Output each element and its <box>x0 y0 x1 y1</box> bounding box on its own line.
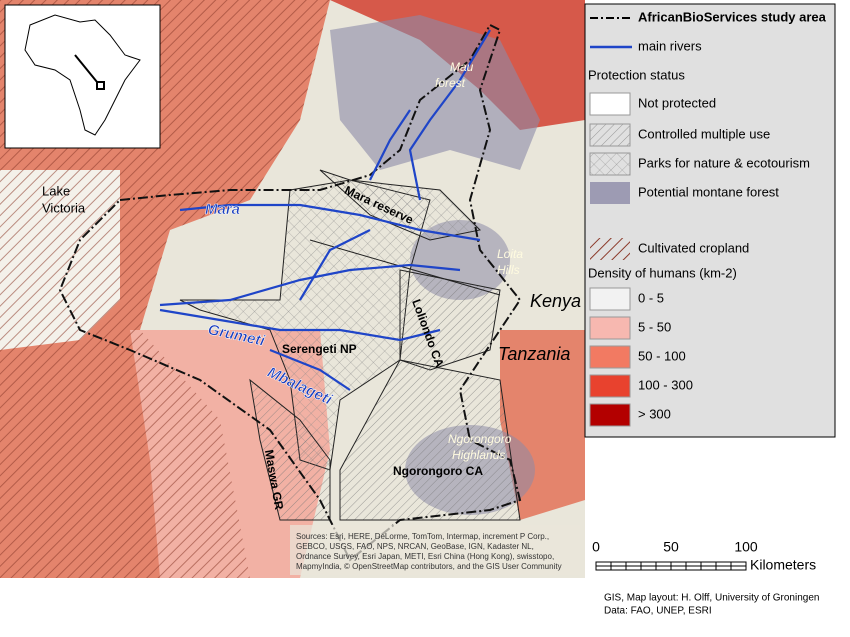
legend-label: Cultivated cropland <box>638 240 749 255</box>
scale-tick: 50 <box>663 539 679 555</box>
scale-unit: Kilometers <box>750 557 816 573</box>
map-label: Highlands <box>452 448 505 462</box>
legend-swatch <box>589 92 631 116</box>
inset-marker <box>96 81 105 90</box>
legend-swatch <box>589 152 631 176</box>
river <box>159 308 441 342</box>
ngorongoro-ca <box>339 359 521 521</box>
map-label: Hills <box>497 263 520 277</box>
legend-title: Density of humans (km-2) <box>588 265 737 280</box>
loliondo-ca <box>399 269 501 371</box>
legend-swatch <box>589 374 631 398</box>
river <box>369 109 411 181</box>
legend-swatch <box>589 123 631 147</box>
credit-line: MapmyIndia, © OpenStreetMap contributors… <box>296 562 562 571</box>
legend-swatch <box>589 345 631 369</box>
map-label: Serengeti NP <box>282 342 357 356</box>
river <box>408 29 491 201</box>
legend-swatch <box>590 182 630 204</box>
river <box>299 229 371 301</box>
inset-arrow <box>74 54 98 83</box>
credits-sources: Sources: Esri, HERE, DeLorme, TomTom, In… <box>296 532 562 571</box>
country-label: Tanzania <box>498 344 570 364</box>
map-label: Lake <box>42 183 70 198</box>
credit-data: Data: FAO, UNEP, ESRI <box>604 606 712 617</box>
country-label: Kenya <box>530 291 581 311</box>
africa-outline <box>24 14 141 136</box>
river-label: Mara <box>205 201 240 218</box>
scale-tick: 100 <box>734 539 758 555</box>
legend-swatch <box>590 238 630 260</box>
legend-swatch <box>589 287 631 311</box>
legend-label: Parks for nature & ecotourism <box>638 155 810 170</box>
credit-line: Ordnance Survey, Esri Japan, METI, Esri … <box>296 552 554 561</box>
legend-label: 5 - 50 <box>638 319 671 334</box>
scale-bar: 0 50 100 Kilometers <box>592 539 816 573</box>
legend-swatch <box>589 316 631 340</box>
legend: AfricanBioServices study area main river… <box>584 3 836 438</box>
mara-reserve <box>319 169 482 241</box>
legend-label: main rivers <box>638 38 702 53</box>
legend-label: Controlled multiple use <box>638 126 770 141</box>
map-label: Mau <box>450 60 474 74</box>
credit-line: GEBCO, USGS, FAO, NPS, NRCAN, GeoBase, I… <box>296 542 534 551</box>
border <box>309 239 501 296</box>
legend-label: 50 - 100 <box>638 348 686 363</box>
legend-label: Potential montane forest <box>638 184 779 199</box>
legend-label: 100 - 300 <box>638 377 693 392</box>
legend-label: AfricanBioServices study area <box>638 9 827 24</box>
river <box>159 263 461 307</box>
legend-label: 0 - 5 <box>638 290 664 305</box>
legend-label: > 300 <box>638 406 671 421</box>
study-area-boundary <box>58 23 522 562</box>
inset-map <box>4 4 161 149</box>
credits-backdrop <box>290 525 580 575</box>
map-label: Ngorongoro <box>448 432 512 446</box>
legend-label: Not protected <box>638 95 716 110</box>
credit-line: Sources: Esri, HERE, DeLorme, TomTom, In… <box>296 532 549 541</box>
scale-bar-divisions <box>596 562 746 570</box>
rivers <box>159 29 491 391</box>
credit-layout: GIS, Map layout: H. Olff, University of … <box>604 593 819 604</box>
river <box>269 348 351 391</box>
legend-title: Protection status <box>588 67 685 82</box>
legend-swatch <box>589 403 631 427</box>
map-label: Victoria <box>42 200 86 215</box>
map-label: Ngorongoro CA <box>393 464 483 478</box>
map-label: forest <box>435 76 466 90</box>
scale-tick: 0 <box>592 539 600 555</box>
river <box>179 203 481 242</box>
montane-forest <box>330 15 540 170</box>
map-label: Loita <box>497 247 523 261</box>
